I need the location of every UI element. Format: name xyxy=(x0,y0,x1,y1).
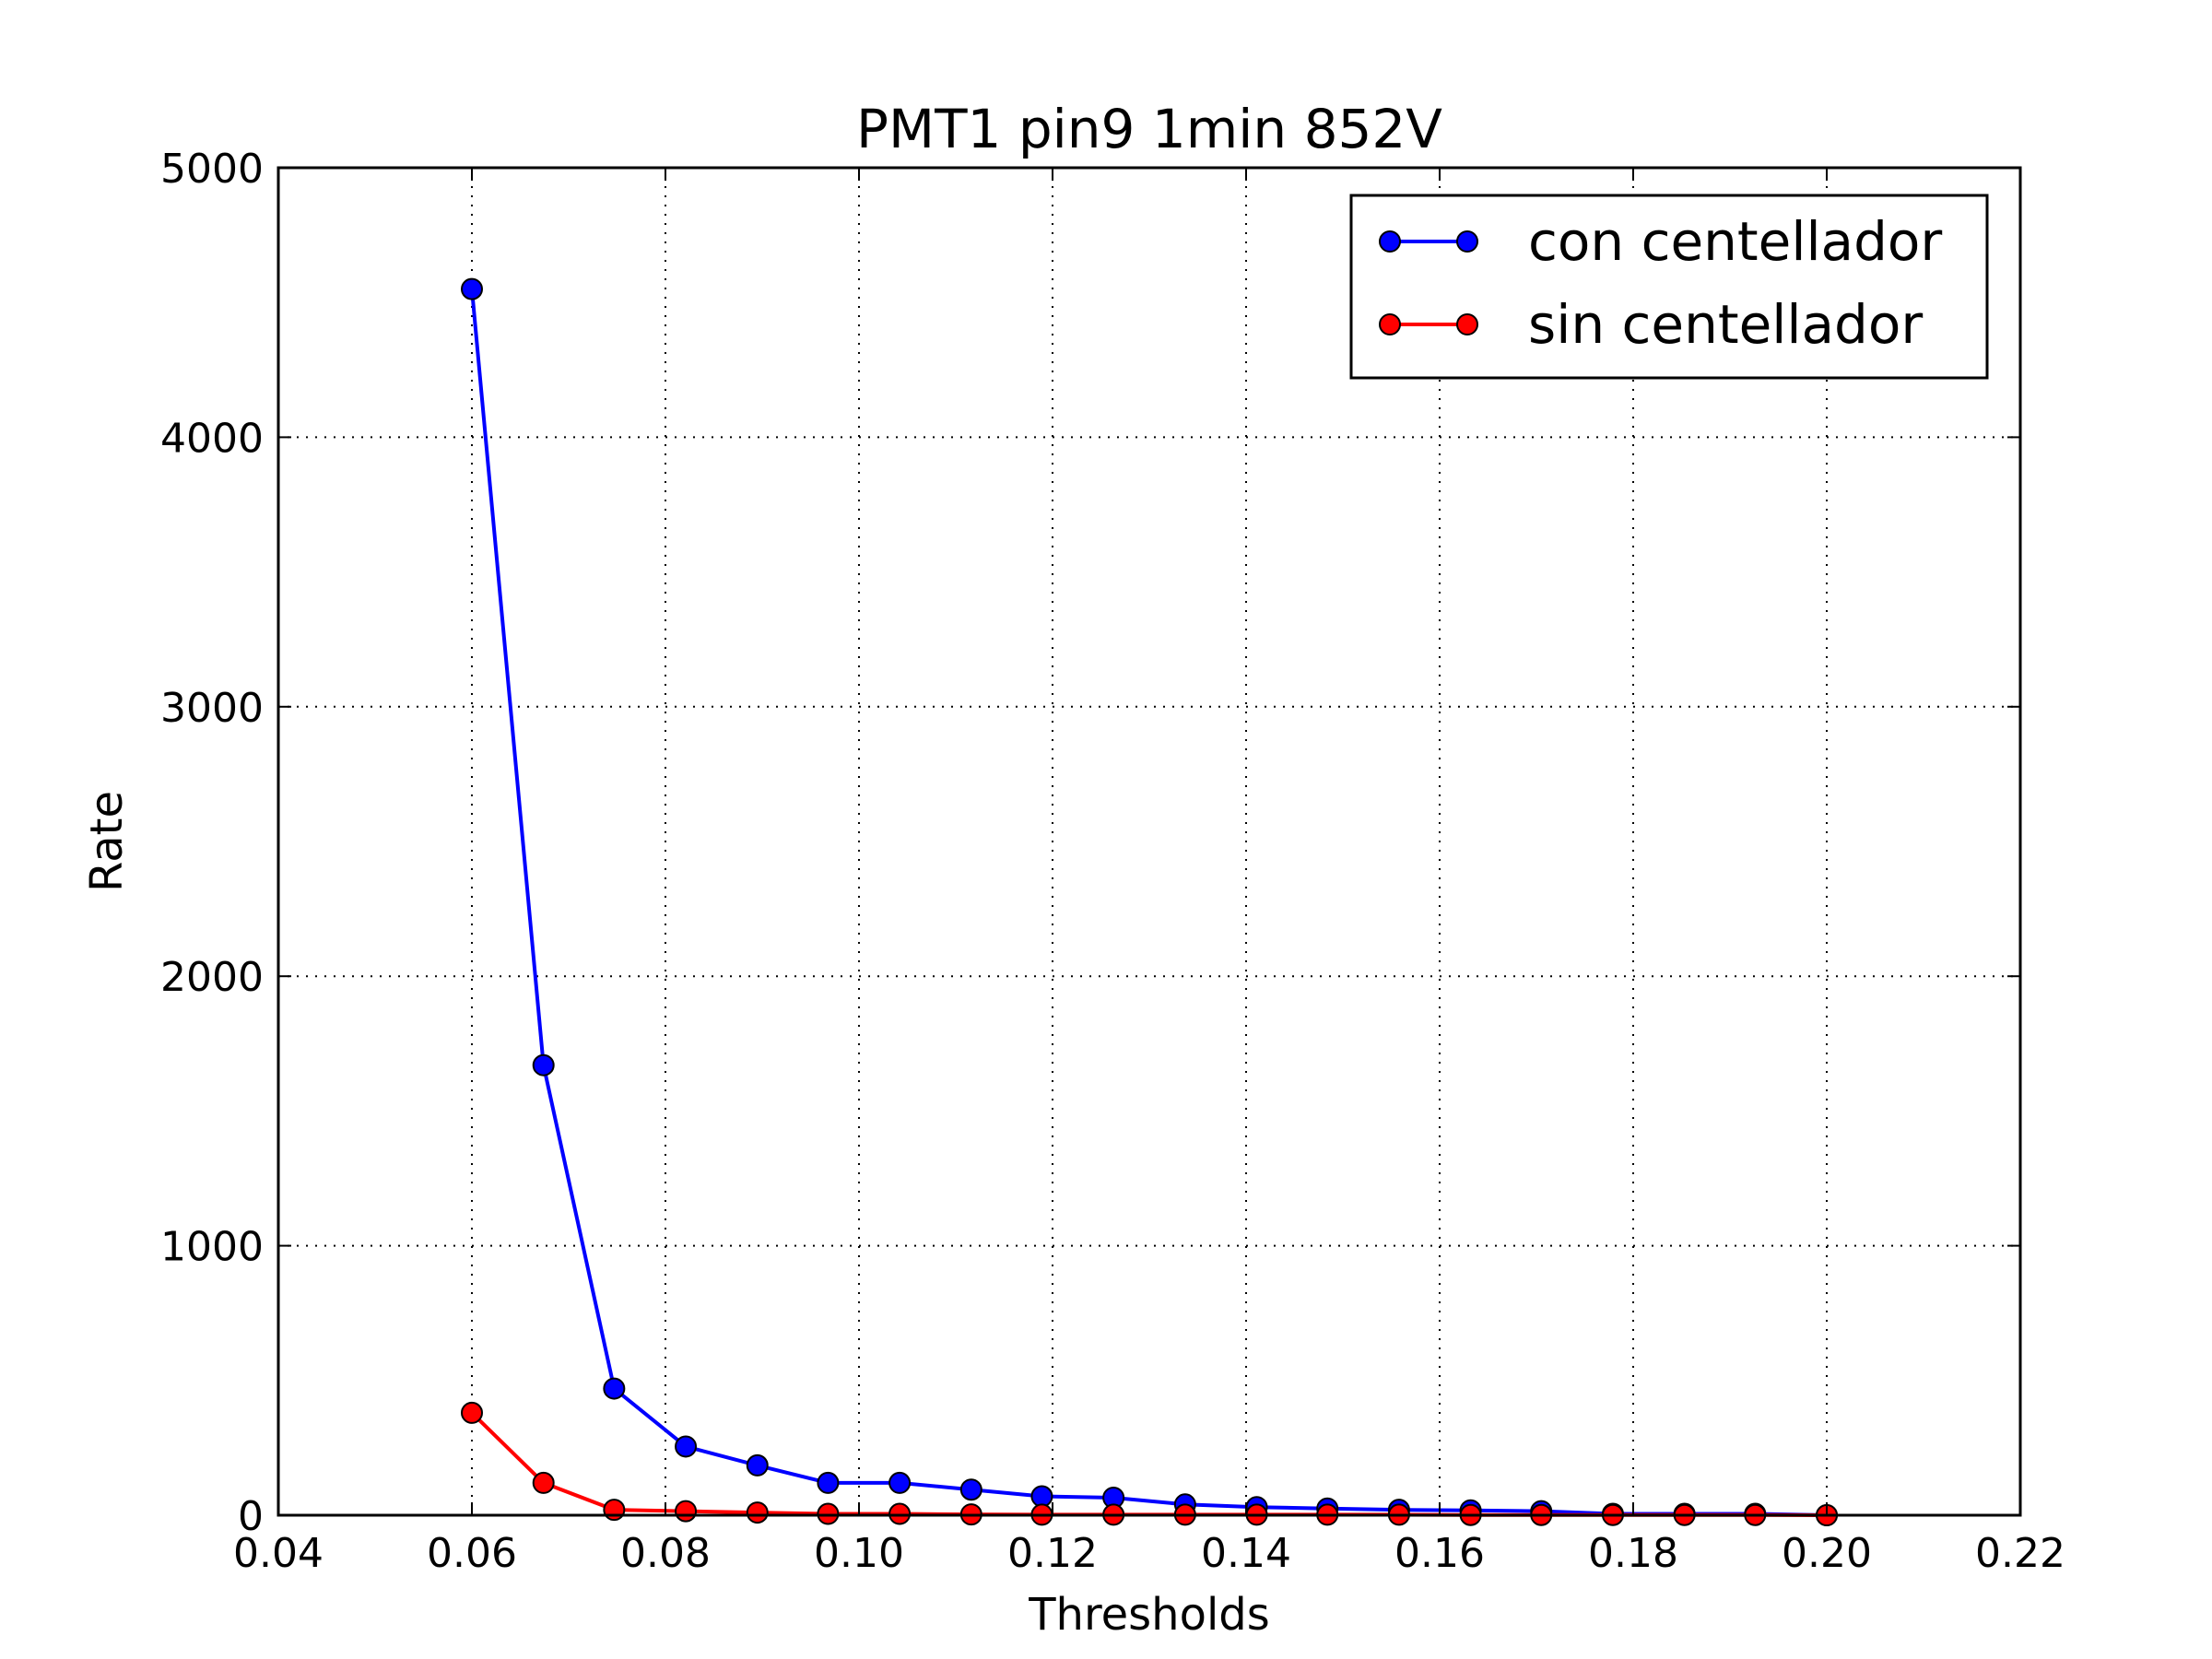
legend-item: sin centellador xyxy=(1379,293,1923,356)
series-1 xyxy=(461,277,1838,1526)
grid xyxy=(278,168,2020,1515)
data-point xyxy=(603,1377,626,1400)
x-tick-label: 0.20 xyxy=(1782,1530,1872,1577)
data-point xyxy=(675,1500,698,1523)
data-point xyxy=(532,1471,555,1494)
chart-title: PMT1 pin9 1min 852V xyxy=(856,98,1442,160)
legend-marker xyxy=(1456,230,1478,253)
data-point xyxy=(461,1401,483,1424)
legend-marker xyxy=(1379,313,1401,335)
x-tick-label: 0.06 xyxy=(427,1530,517,1577)
y-tick-label: 2000 xyxy=(160,954,264,1001)
legend-label: con centellador xyxy=(1528,210,1942,273)
series-line xyxy=(470,288,1828,1517)
y-tick-label: 3000 xyxy=(160,685,264,732)
legend-marker xyxy=(1379,230,1401,253)
legend-marker xyxy=(1456,313,1478,335)
series-layer xyxy=(461,277,1838,1526)
y-tick-label: 5000 xyxy=(160,146,264,193)
legend-box xyxy=(1349,194,1989,380)
legend-label: sin centellador xyxy=(1528,293,1923,356)
data-point xyxy=(532,1053,555,1077)
data-point xyxy=(603,1499,626,1522)
data-point xyxy=(1030,1485,1053,1508)
data-point xyxy=(746,1453,769,1477)
legend: con centellador sin centellador xyxy=(1349,194,1989,380)
y-axis-label: Rate xyxy=(81,791,133,892)
x-axis-label: Thresholds xyxy=(1028,1589,1270,1641)
plot-frame xyxy=(276,166,2022,1517)
data-point xyxy=(746,1501,769,1524)
data-point xyxy=(888,1471,912,1494)
data-point xyxy=(675,1435,698,1458)
y-tick-label: 4000 xyxy=(160,415,264,462)
x-tick-label: 0.14 xyxy=(1201,1530,1291,1577)
data-point xyxy=(817,1471,840,1494)
data-point xyxy=(959,1478,982,1501)
x-tick-label: 0.08 xyxy=(620,1530,711,1577)
x-tick-label: 0.18 xyxy=(1588,1530,1678,1577)
data-point xyxy=(461,277,483,300)
axis-ticks: 0.04 0.06 0.08 0.10 0.12 0.14 0.16 0.18 0.20 0.22… xyxy=(160,146,2065,1577)
x-tick-label: 0.10 xyxy=(814,1530,904,1577)
x-tick-label: 0.22 xyxy=(1975,1530,2065,1577)
x-tick-label: 0.12 xyxy=(1007,1530,1098,1577)
y-tick-label: 0 xyxy=(238,1493,264,1540)
x-tick-label: 0.16 xyxy=(1394,1530,1485,1577)
series-2 xyxy=(461,1401,1838,1526)
x-tick-label: 0.04 xyxy=(233,1530,324,1577)
y-tick-label: 1000 xyxy=(160,1224,264,1271)
legend-item: con centellador xyxy=(1379,210,1942,273)
